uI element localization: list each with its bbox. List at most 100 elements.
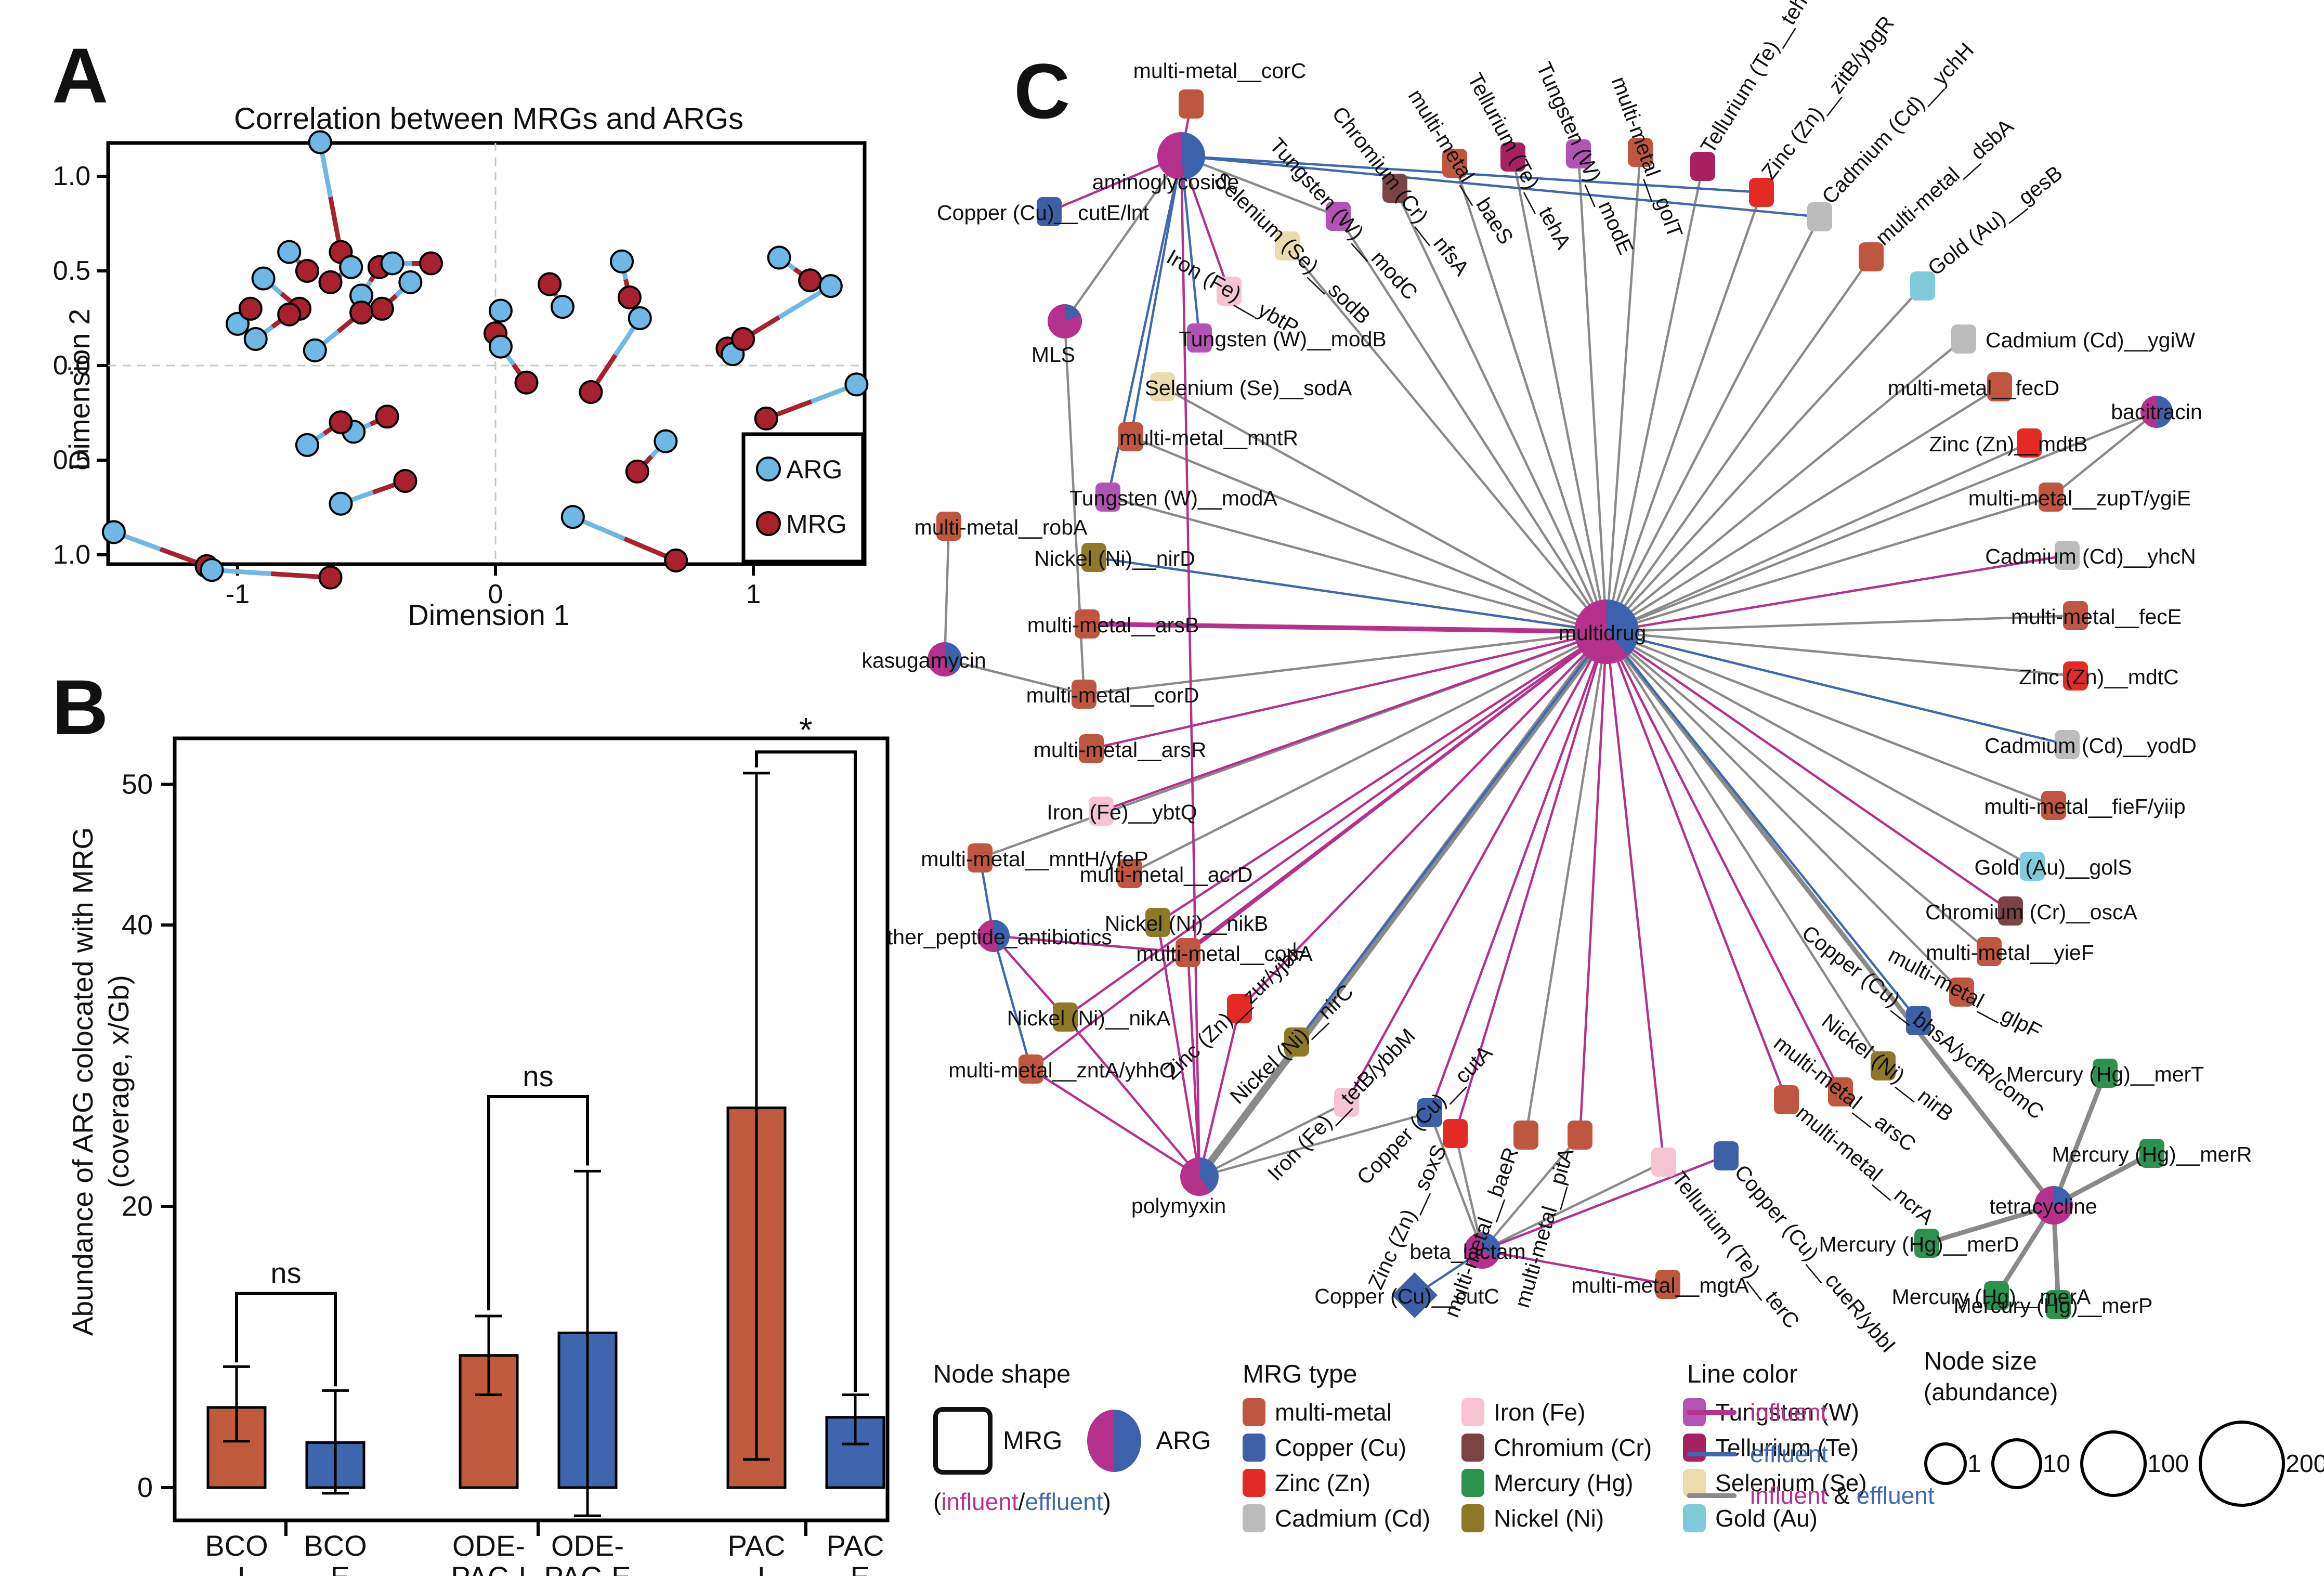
node-modA <box>1095 483 1120 512</box>
node-copA <box>1176 938 1200 967</box>
mrg-point <box>238 296 263 321</box>
legend-mrg-type: MRG type multi-metal Copper (Cu) Zinc (Zn)… <box>1243 1360 1867 1532</box>
sig-label: ns <box>270 1257 301 1290</box>
category-label: BCO-E <box>304 1529 367 1576</box>
node-yieF <box>1977 937 2002 966</box>
legend-line-color-title: Line color <box>1687 1360 1798 1388</box>
node-label-nirD: Nickel (Ni)__nirD <box>1034 546 1195 570</box>
edge-multidrug-tehB <box>1605 165 1704 633</box>
edge-multidrug-mntR <box>1129 435 1608 633</box>
legend-size-circle-1 <box>1991 1438 2042 1489</box>
edge-multidrug-modE <box>1577 152 1608 633</box>
edge-multidrug-nikB <box>1156 630 1608 924</box>
edge-beta_lactam-mgtA <box>1481 1249 1669 1286</box>
node-label-corD: multi-metal__corD <box>1026 683 1199 707</box>
node-mdtC <box>2063 661 2088 691</box>
edge-multidrug-bhsA <box>1605 630 1920 1022</box>
node-label-sodA: Selenium (Se)__sodA <box>1145 376 1352 400</box>
node-zntA <box>1019 1054 1043 1084</box>
node-label-pitA: multi-metal__pitA <box>1510 1145 1578 1310</box>
edge-polymyxin-tetB <box>1198 1101 1348 1178</box>
edge-multidrug-arsC <box>1605 630 1842 1093</box>
node-acrD <box>1117 859 1142 888</box>
node-label-other_peptide_antibiotics: other_peptide_antibiotics <box>875 925 1112 949</box>
edge-robA-kasugamycin <box>943 525 950 661</box>
sig-label: ns <box>523 1060 553 1092</box>
node-ygiW <box>1951 324 1976 354</box>
edge-kasugamycin-corD <box>943 658 1086 696</box>
edge-multidrug-glpF <box>1605 630 1963 994</box>
node-MLS-influent-slice <box>1048 304 1082 339</box>
legend-mrg-label: MRG <box>786 510 847 539</box>
node-fecE <box>2063 601 2088 630</box>
mrg-point <box>617 285 642 309</box>
mrg-point <box>664 548 688 572</box>
mrg-shape-swatch <box>933 1407 993 1475</box>
node-label-zntA: multi-metal__zntA/yhhO <box>948 1058 1176 1082</box>
arg-shape-label: ARG <box>1156 1427 1211 1455</box>
node-label-merR: Mercury (Hg)__merR <box>2052 1142 2252 1166</box>
legend-swatch-label-5: Chromium (Cr) <box>1494 1434 1652 1461</box>
node-baeR <box>1513 1121 1538 1150</box>
mrg-point <box>731 327 755 351</box>
node-polymyxin-influent-slice <box>1180 1157 1211 1196</box>
legend-swatch-7 <box>1461 1504 1485 1532</box>
legend-swatch-label-1: Copper (Cu) <box>1275 1434 1407 1461</box>
legend-size-label-3: 200 <box>2286 1450 2324 1478</box>
arg-shape-sub: (influent/effluent) <box>933 1488 1111 1515</box>
legend-mrg-type-item-10: Selenium (Se) <box>1683 1469 1867 1497</box>
panel-c-letter: C <box>1014 47 1070 135</box>
arg-point <box>488 334 513 359</box>
node-ybtP <box>1217 277 1242 306</box>
x-tick-label: 1 <box>746 579 761 609</box>
edge-multidrug-terC <box>1605 630 1665 1164</box>
edge-multidrug-nfsA <box>1393 187 1608 633</box>
legend-swatch-10 <box>1683 1469 1706 1497</box>
edge-multidrug-acrD <box>1128 630 1608 875</box>
edge-tetracycline-merT <box>2051 1071 2108 1208</box>
edge-multidrug-yieF <box>1605 630 1991 953</box>
node-nikB <box>1145 908 1170 937</box>
edge-multidrug-golT <box>1605 151 1642 633</box>
node-golT <box>1628 138 1653 167</box>
node-label-fieF: multi-metal__fieF/yiip <box>1984 794 2185 818</box>
node-gesB <box>1910 271 1935 301</box>
node-label-oscA: Chromium (Cr)__oscA <box>1925 900 2137 924</box>
edge-multidrug-mdtB <box>1605 441 2031 633</box>
node-tehA <box>1500 142 1525 172</box>
edge-polymyxin-cutA <box>1198 1111 1431 1178</box>
legend-size-circle-2 <box>2080 1430 2147 1497</box>
legend-swatch-4 <box>1461 1398 1485 1426</box>
edge-other_peptide_antibiotics-nikA <box>992 934 1067 1019</box>
legend-mrg-type-item-3: Cadmium (Cd) <box>1243 1504 1430 1532</box>
node-label-golS: Gold (Au)__golS <box>1974 855 2132 879</box>
node-cutC <box>1392 1272 1438 1318</box>
legend-mrg-type-item-1: Copper (Cu) <box>1243 1434 1430 1462</box>
mrg-point <box>754 406 778 431</box>
node-mntH <box>968 843 993 872</box>
edge-multidrug-yodD <box>1605 630 2069 746</box>
edge-other_peptide_antibiotics-zntA <box>992 934 1033 1071</box>
node-other_peptide_antibiotics-influent-slice <box>977 920 999 952</box>
edge-multidrug-ncrA <box>1605 630 1788 1101</box>
node-merA <box>1984 1281 2009 1310</box>
arg-point <box>550 295 575 319</box>
arg-point <box>380 251 404 276</box>
edge-multidrug-sodB <box>1286 244 1608 633</box>
edge-multidrug-zur <box>1238 630 1608 1010</box>
legend-size-label-2: 100 <box>2147 1450 2189 1478</box>
x-tick-label: -1 <box>226 579 250 609</box>
legend-swatch-label-3: Cadmium (Cd) <box>1275 1505 1431 1532</box>
arg-pie-swatch <box>1087 1410 1142 1472</box>
legend-swatch-6 <box>1461 1469 1485 1497</box>
y-tick-label: 1.0 <box>53 161 90 191</box>
legend-node-size: Node size (abundance) 1 10 100 200 <box>1924 1347 2324 1508</box>
y-tick-label: -0.5 <box>52 445 90 475</box>
edge-polymyxin-nikB <box>1156 921 1201 1178</box>
node-label-copA: multi-metal__copA <box>1136 942 1313 966</box>
legend-swatch-label-0: multi-metal <box>1275 1399 1392 1426</box>
node-modE <box>1566 139 1591 168</box>
mrg-point <box>349 301 374 325</box>
category-label: ODE-PAC-E <box>544 1529 631 1576</box>
